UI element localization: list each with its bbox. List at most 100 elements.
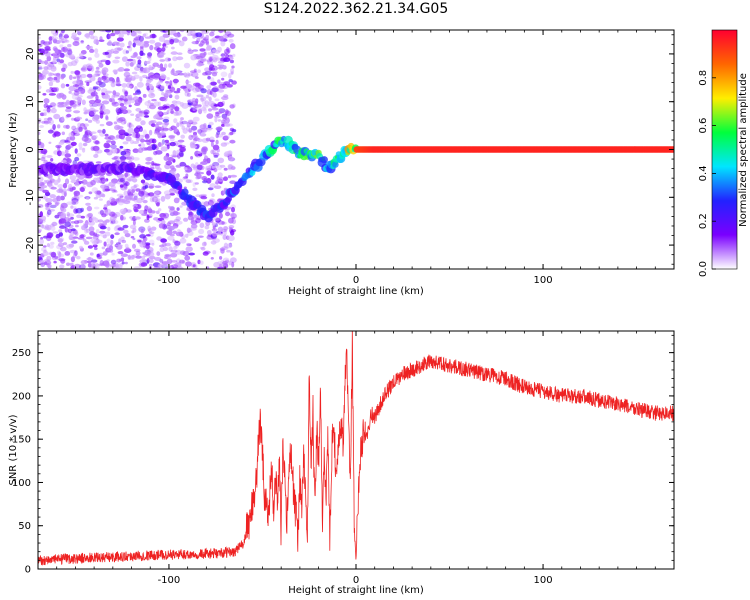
heatmap-cell [66,48,72,52]
heatmap-cell [48,81,54,87]
heatmap-cell [75,224,79,228]
heatmap-cell [215,112,220,117]
heatmap-cell [101,178,108,183]
heatmap-cell [49,194,56,199]
heatmap-cell [172,38,179,43]
heatmap-cell [125,74,133,79]
heatmap-cell [211,30,216,33]
heatmap-cell [130,255,135,259]
snr-y-tick-label: 50 [18,521,31,532]
heatmap-cell [212,238,220,244]
heatmap-cell [59,44,64,48]
heatmap-cell [133,37,141,41]
heatmap-cell [95,80,103,86]
heatmap-cell [119,145,124,149]
heatmap-cell [52,124,56,130]
heatmap-cell [74,100,81,104]
heatmap-cell [91,262,99,268]
heatmap-cell [61,30,65,34]
heatmap-cell [138,226,146,233]
heatmap-cell [150,120,157,124]
heatmap-cell [76,79,81,85]
heatmap-cell [228,155,233,161]
heatmap-cell [98,198,103,201]
heatmap-cell [46,255,52,262]
heatmap-cell [89,48,95,53]
heatmap-cell [68,90,72,94]
heatmap-cell [154,42,162,47]
heatmap-cell [81,179,88,185]
heatmap-cell [131,71,138,75]
heatmap-cell [70,35,77,40]
heatmap-cell [205,165,212,171]
heatmap-cell [182,250,190,257]
heatmap-cell [161,91,165,96]
heatmap-cell [164,91,171,97]
heatmap-cell [129,77,136,81]
heatmap-cell [215,139,219,145]
heatmap-cell [95,149,99,155]
heatmap-cell [211,87,219,93]
heatmap-cell [210,81,217,86]
spectrogram-y-tick-label: 0 [25,146,36,152]
heatmap-cell [132,157,140,161]
heatmap-cell [142,199,148,204]
heatmap-cell [41,154,46,159]
heatmap-cell [192,116,200,122]
heatmap-cell [99,259,104,266]
heatmap-cell [80,40,85,44]
heatmap-cell [119,184,124,188]
heatmap-cell [54,255,59,259]
heatmap-cell [159,259,164,263]
heatmap-cell [113,137,119,140]
heatmap-cell [170,30,177,34]
heatmap-cell [50,30,56,35]
heatmap-cell [41,224,45,229]
heatmap-cell [61,159,67,163]
heatmap-cell [151,123,156,128]
heatmap-cell [225,109,229,115]
chart-title: S124.2022.362.21.34.G05 [263,1,449,17]
heatmap-cell [164,139,169,143]
heatmap-cell [116,126,124,130]
heatmap-cell [185,261,192,267]
heatmap-cell [150,210,156,214]
heatmap-cell [46,202,50,208]
heatmap-cell [53,73,61,76]
heatmap-cell [74,70,80,75]
heatmap-cell [136,89,141,93]
heatmap-cell [228,72,232,79]
heatmap-cell [149,39,156,44]
heatmap-cell [133,127,140,134]
heatmap-cell [183,62,191,69]
heatmap-cell [110,234,115,240]
heatmap-cell [193,82,200,87]
heatmap-cell [45,108,53,114]
heatmap-cell [217,226,224,233]
heatmap-cell [67,61,74,67]
heatmap-cell [71,240,78,244]
heatmap-cell [88,99,96,104]
heatmap-cell [116,37,124,42]
heatmap-cell [106,200,111,206]
heatmap-cell [159,59,166,62]
heatmap-cell [54,202,59,207]
heatmap-cell [95,161,102,164]
heatmap-cell [217,179,224,182]
heatmap-cell [99,225,107,230]
heatmap-cell [181,201,188,206]
heatmap-cell [195,218,201,224]
heatmap-cell [139,259,147,264]
heatmap-cell [79,73,87,79]
heatmap-cell [172,239,176,244]
heatmap-cell [202,180,208,184]
heatmap-cell [158,142,162,147]
heatmap-cell [229,43,236,50]
heatmap-cell [210,149,215,155]
heatmap-cell [47,209,56,212]
heatmap-cell [132,243,136,249]
heatmap-cell [188,252,196,256]
heatmap-cell [218,65,223,68]
heatmap-cell [178,144,183,148]
heatmap-cell [101,67,109,74]
